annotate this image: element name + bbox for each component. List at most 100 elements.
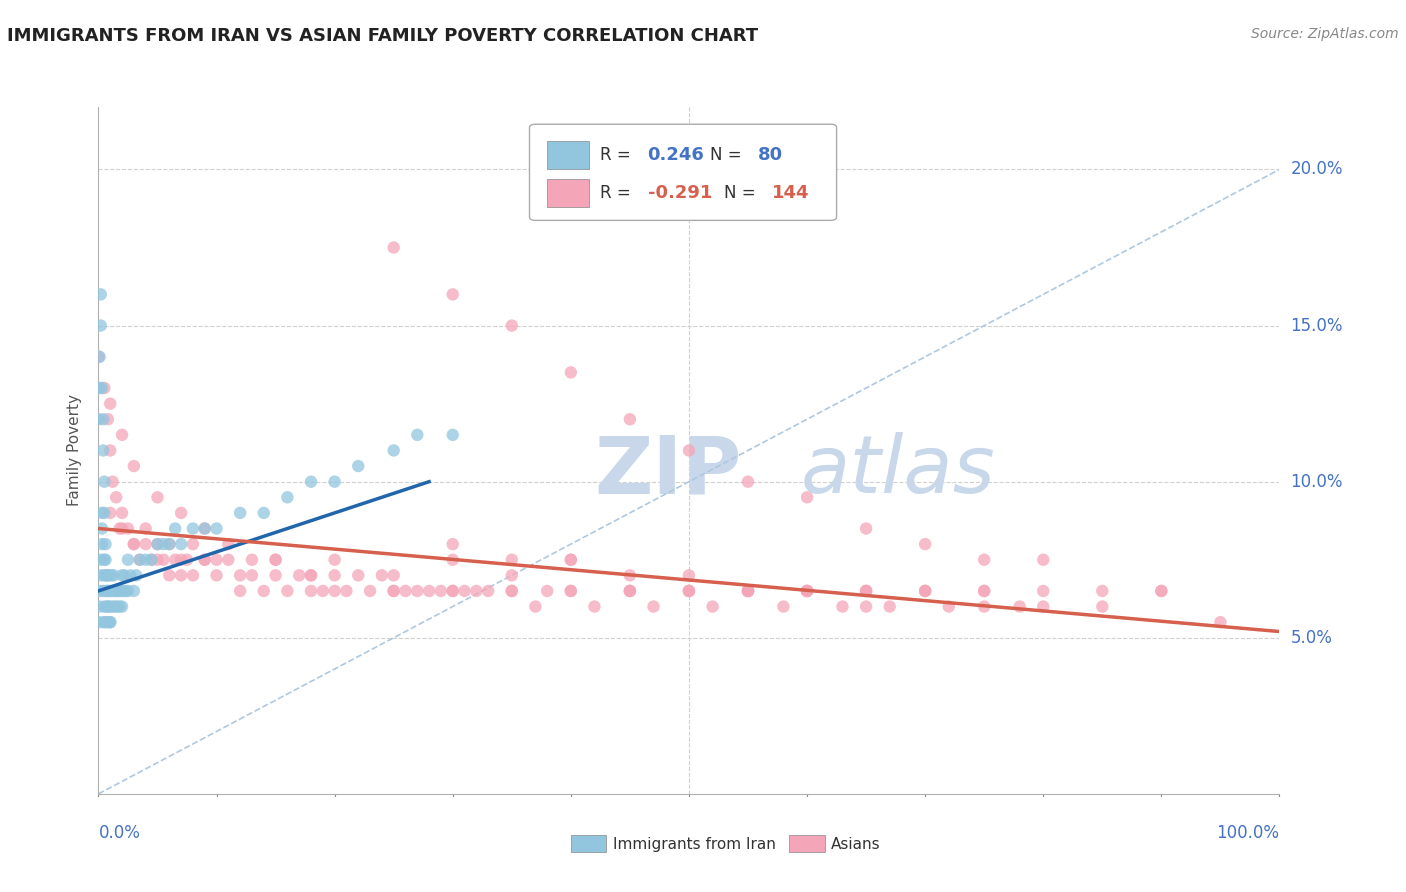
- Point: [93, 552, 115, 567]
- Point: [205, 568, 228, 582]
- Point: [914, 537, 936, 551]
- Point: [157, 537, 180, 551]
- Point: [441, 537, 464, 551]
- Point: [276, 490, 298, 504]
- Point: [560, 552, 582, 567]
- Point: [382, 568, 405, 582]
- Point: [536, 583, 558, 598]
- Point: [678, 583, 700, 598]
- Point: [1209, 615, 1232, 630]
- Point: [619, 583, 641, 598]
- Point: [91, 506, 114, 520]
- Point: [105, 583, 128, 598]
- Point: [96, 599, 118, 614]
- Point: [205, 552, 228, 567]
- Point: [111, 521, 134, 535]
- Point: [170, 552, 193, 567]
- Point: [105, 583, 128, 598]
- Point: [973, 583, 995, 598]
- Point: [98, 599, 121, 614]
- Point: [737, 583, 759, 598]
- Point: [1091, 599, 1114, 614]
- Point: [141, 552, 163, 567]
- Point: [501, 552, 523, 567]
- Point: [101, 475, 124, 489]
- Point: [101, 583, 124, 598]
- Point: [855, 521, 877, 535]
- Point: [117, 521, 139, 535]
- Point: [96, 568, 118, 582]
- Point: [165, 552, 187, 567]
- Point: [914, 583, 936, 598]
- Point: [107, 583, 129, 598]
- Point: [91, 583, 114, 598]
- Point: [406, 583, 429, 598]
- Point: [108, 599, 131, 614]
- Point: [170, 568, 193, 582]
- Point: [122, 537, 145, 551]
- Point: [97, 615, 120, 630]
- Point: [194, 521, 217, 535]
- Point: [796, 490, 818, 504]
- Point: [299, 583, 322, 598]
- Point: [120, 568, 142, 582]
- Point: [181, 521, 204, 535]
- Point: [264, 568, 287, 582]
- Point: [323, 475, 346, 489]
- Point: [87, 350, 110, 364]
- Text: 5.0%: 5.0%: [1291, 629, 1333, 647]
- Point: [973, 599, 995, 614]
- Point: [1150, 583, 1173, 598]
- Text: 100.0%: 100.0%: [1216, 824, 1279, 842]
- Point: [253, 506, 276, 520]
- Point: [359, 583, 381, 598]
- Bar: [789, 835, 825, 852]
- Point: [205, 521, 228, 535]
- Text: 0.0%: 0.0%: [98, 824, 141, 842]
- Point: [110, 583, 132, 598]
- Point: [87, 615, 110, 630]
- Point: [1150, 583, 1173, 598]
- Point: [105, 599, 128, 614]
- Point: [299, 475, 322, 489]
- Point: [89, 599, 111, 614]
- Point: [96, 568, 118, 582]
- Point: [619, 583, 641, 598]
- Point: [643, 599, 665, 614]
- Point: [97, 412, 120, 426]
- Point: [165, 521, 187, 535]
- Text: R =: R =: [600, 146, 631, 164]
- Point: [91, 615, 114, 630]
- Point: [382, 583, 405, 598]
- Point: [560, 583, 582, 598]
- Point: [347, 458, 370, 473]
- Point: [430, 583, 453, 598]
- Point: [323, 552, 346, 567]
- Point: [194, 552, 217, 567]
- Point: [973, 552, 995, 567]
- Point: [91, 537, 114, 551]
- Point: [91, 412, 114, 426]
- Point: [135, 521, 157, 535]
- Text: Immigrants from Iran: Immigrants from Iran: [613, 837, 776, 852]
- Point: [170, 506, 193, 520]
- Bar: [547, 179, 589, 207]
- Point: [146, 537, 169, 551]
- Point: [335, 583, 357, 598]
- Point: [855, 599, 877, 614]
- Text: 15.0%: 15.0%: [1291, 317, 1343, 334]
- Point: [418, 583, 440, 598]
- Point: [90, 287, 112, 301]
- Point: [831, 599, 853, 614]
- Point: [90, 552, 112, 567]
- Point: [501, 583, 523, 598]
- Point: [128, 552, 150, 567]
- Point: [111, 427, 134, 442]
- Point: [1032, 583, 1054, 598]
- Point: [914, 583, 936, 598]
- Point: [560, 366, 582, 380]
- Point: [90, 318, 112, 333]
- Point: [276, 583, 298, 598]
- Text: Source: ZipAtlas.com: Source: ZipAtlas.com: [1251, 27, 1399, 41]
- Point: [157, 537, 180, 551]
